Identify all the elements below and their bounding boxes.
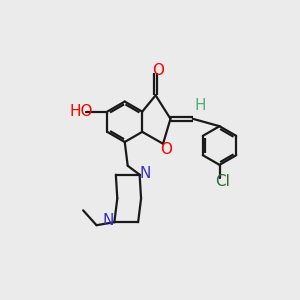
Text: H: H [194, 98, 206, 113]
Text: N: N [103, 213, 114, 228]
Text: HO: HO [69, 104, 93, 119]
Text: N: N [140, 166, 151, 181]
Text: Cl: Cl [215, 174, 230, 189]
Text: O: O [153, 62, 165, 77]
Text: O: O [160, 142, 172, 157]
